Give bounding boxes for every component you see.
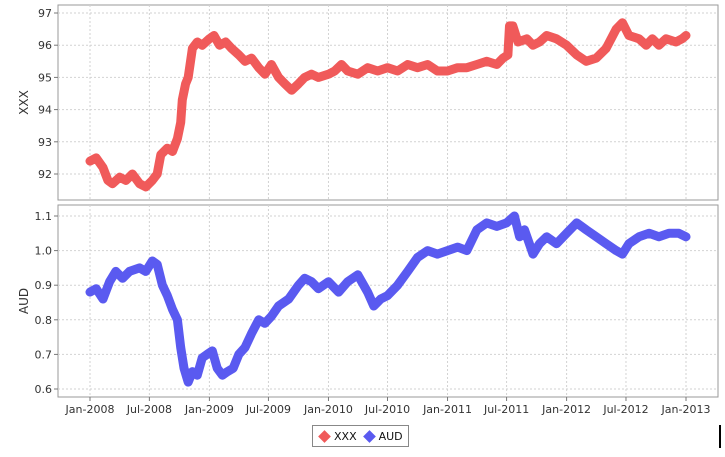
top-ytick-label: 95: [38, 71, 52, 84]
xtick-label: Jan-2012: [541, 403, 591, 416]
top-ytick-label: 94: [38, 104, 52, 117]
dual-panel-line-chart: 92 93 94 95 96 97 XXX 0.6 0.7 0.8 0.9 1.0 1.1 AUD Jan-…: [17, 4, 719, 416]
top-ytick-label: 96: [38, 39, 52, 52]
series-line-aud: [85, 211, 691, 387]
top-ytick-label: 97: [38, 7, 52, 20]
xtick-label: Jan-2010: [303, 403, 353, 416]
legend-label-aud: AUD: [378, 429, 403, 443]
bottom-ytick-label: 1.1: [35, 210, 53, 223]
top-ytick-label: 92: [38, 168, 52, 181]
bottom-ytick-label: 0.9: [35, 279, 53, 292]
xtick-label: Jul-2011: [483, 403, 529, 416]
text-cursor-mark: [719, 425, 721, 448]
chart-legend: XXX AUD: [312, 425, 409, 447]
xtick-label: Jan-2008: [65, 403, 115, 416]
legend-item-xxx: XXX: [318, 430, 357, 443]
xtick-label: Jan-2009: [184, 403, 234, 416]
bottom-ytick-label: 0.7: [35, 348, 53, 361]
xtick-label: Jul-2009: [245, 403, 291, 416]
bottom-ytick-label: 0.8: [35, 314, 53, 327]
xtick-label: Jan-2011: [422, 403, 472, 416]
top-ylabel: XXX: [17, 90, 31, 115]
top-ytick-label: 93: [38, 136, 52, 149]
bottom-ytick-label: 1.0: [35, 245, 53, 258]
legend-swatch-xxx-icon: [318, 429, 331, 443]
xtick-label: Jul-2008: [126, 403, 172, 416]
xtick-label: Jan-2013: [661, 403, 711, 416]
series-line-xxx: [85, 18, 691, 192]
legend-label-xxx: XXX: [334, 429, 357, 443]
bottom-ylabel: AUD: [17, 288, 31, 314]
legend-item-aud: AUD: [362, 429, 403, 443]
xtick-label: Jul-2012: [602, 403, 648, 416]
xtick-label: Jul-2010: [364, 403, 410, 416]
legend-swatch-aud-icon: [362, 429, 376, 443]
bottom-ytick-label: 0.6: [35, 383, 53, 396]
